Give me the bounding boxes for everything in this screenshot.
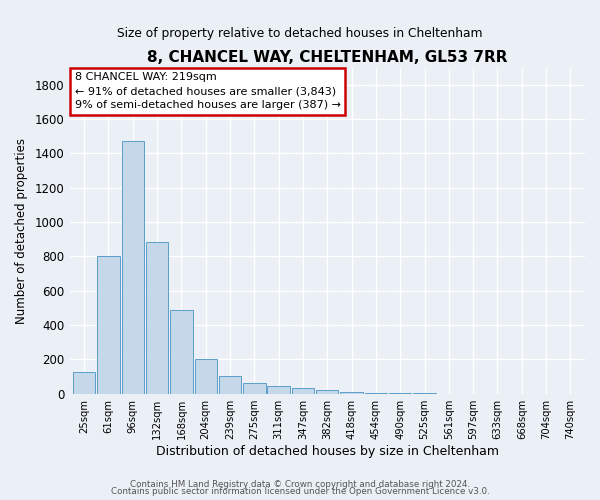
Bar [146,242,168,394]
Text: Contains HM Land Registry data © Crown copyright and database right 2024.: Contains HM Land Registry data © Crown c… [130,480,470,489]
Bar [122,140,144,394]
X-axis label: Distribution of detached houses by size in Cheltenham: Distribution of detached houses by size … [156,444,499,458]
Bar [389,393,412,394]
Bar [340,392,363,394]
Text: 8 CHANCEL WAY: 219sqm
← 91% of detached houses are smaller (3,843)
9% of semi-de: 8 CHANCEL WAY: 219sqm ← 91% of detached … [75,72,341,110]
Bar [365,393,387,394]
Text: Contains public sector information licensed under the Open Government Licence v3: Contains public sector information licen… [110,487,490,496]
Bar [292,388,314,394]
Bar [219,376,241,394]
Text: Size of property relative to detached houses in Cheltenham: Size of property relative to detached ho… [117,28,483,40]
Y-axis label: Number of detached properties: Number of detached properties [15,138,28,324]
Bar [194,358,217,394]
Title: 8, CHANCEL WAY, CHELTENHAM, GL53 7RR: 8, CHANCEL WAY, CHELTENHAM, GL53 7RR [147,50,508,65]
Bar [316,390,338,394]
Bar [170,310,193,394]
Bar [243,382,266,394]
Bar [73,372,95,394]
Bar [97,256,119,394]
Bar [268,386,290,394]
